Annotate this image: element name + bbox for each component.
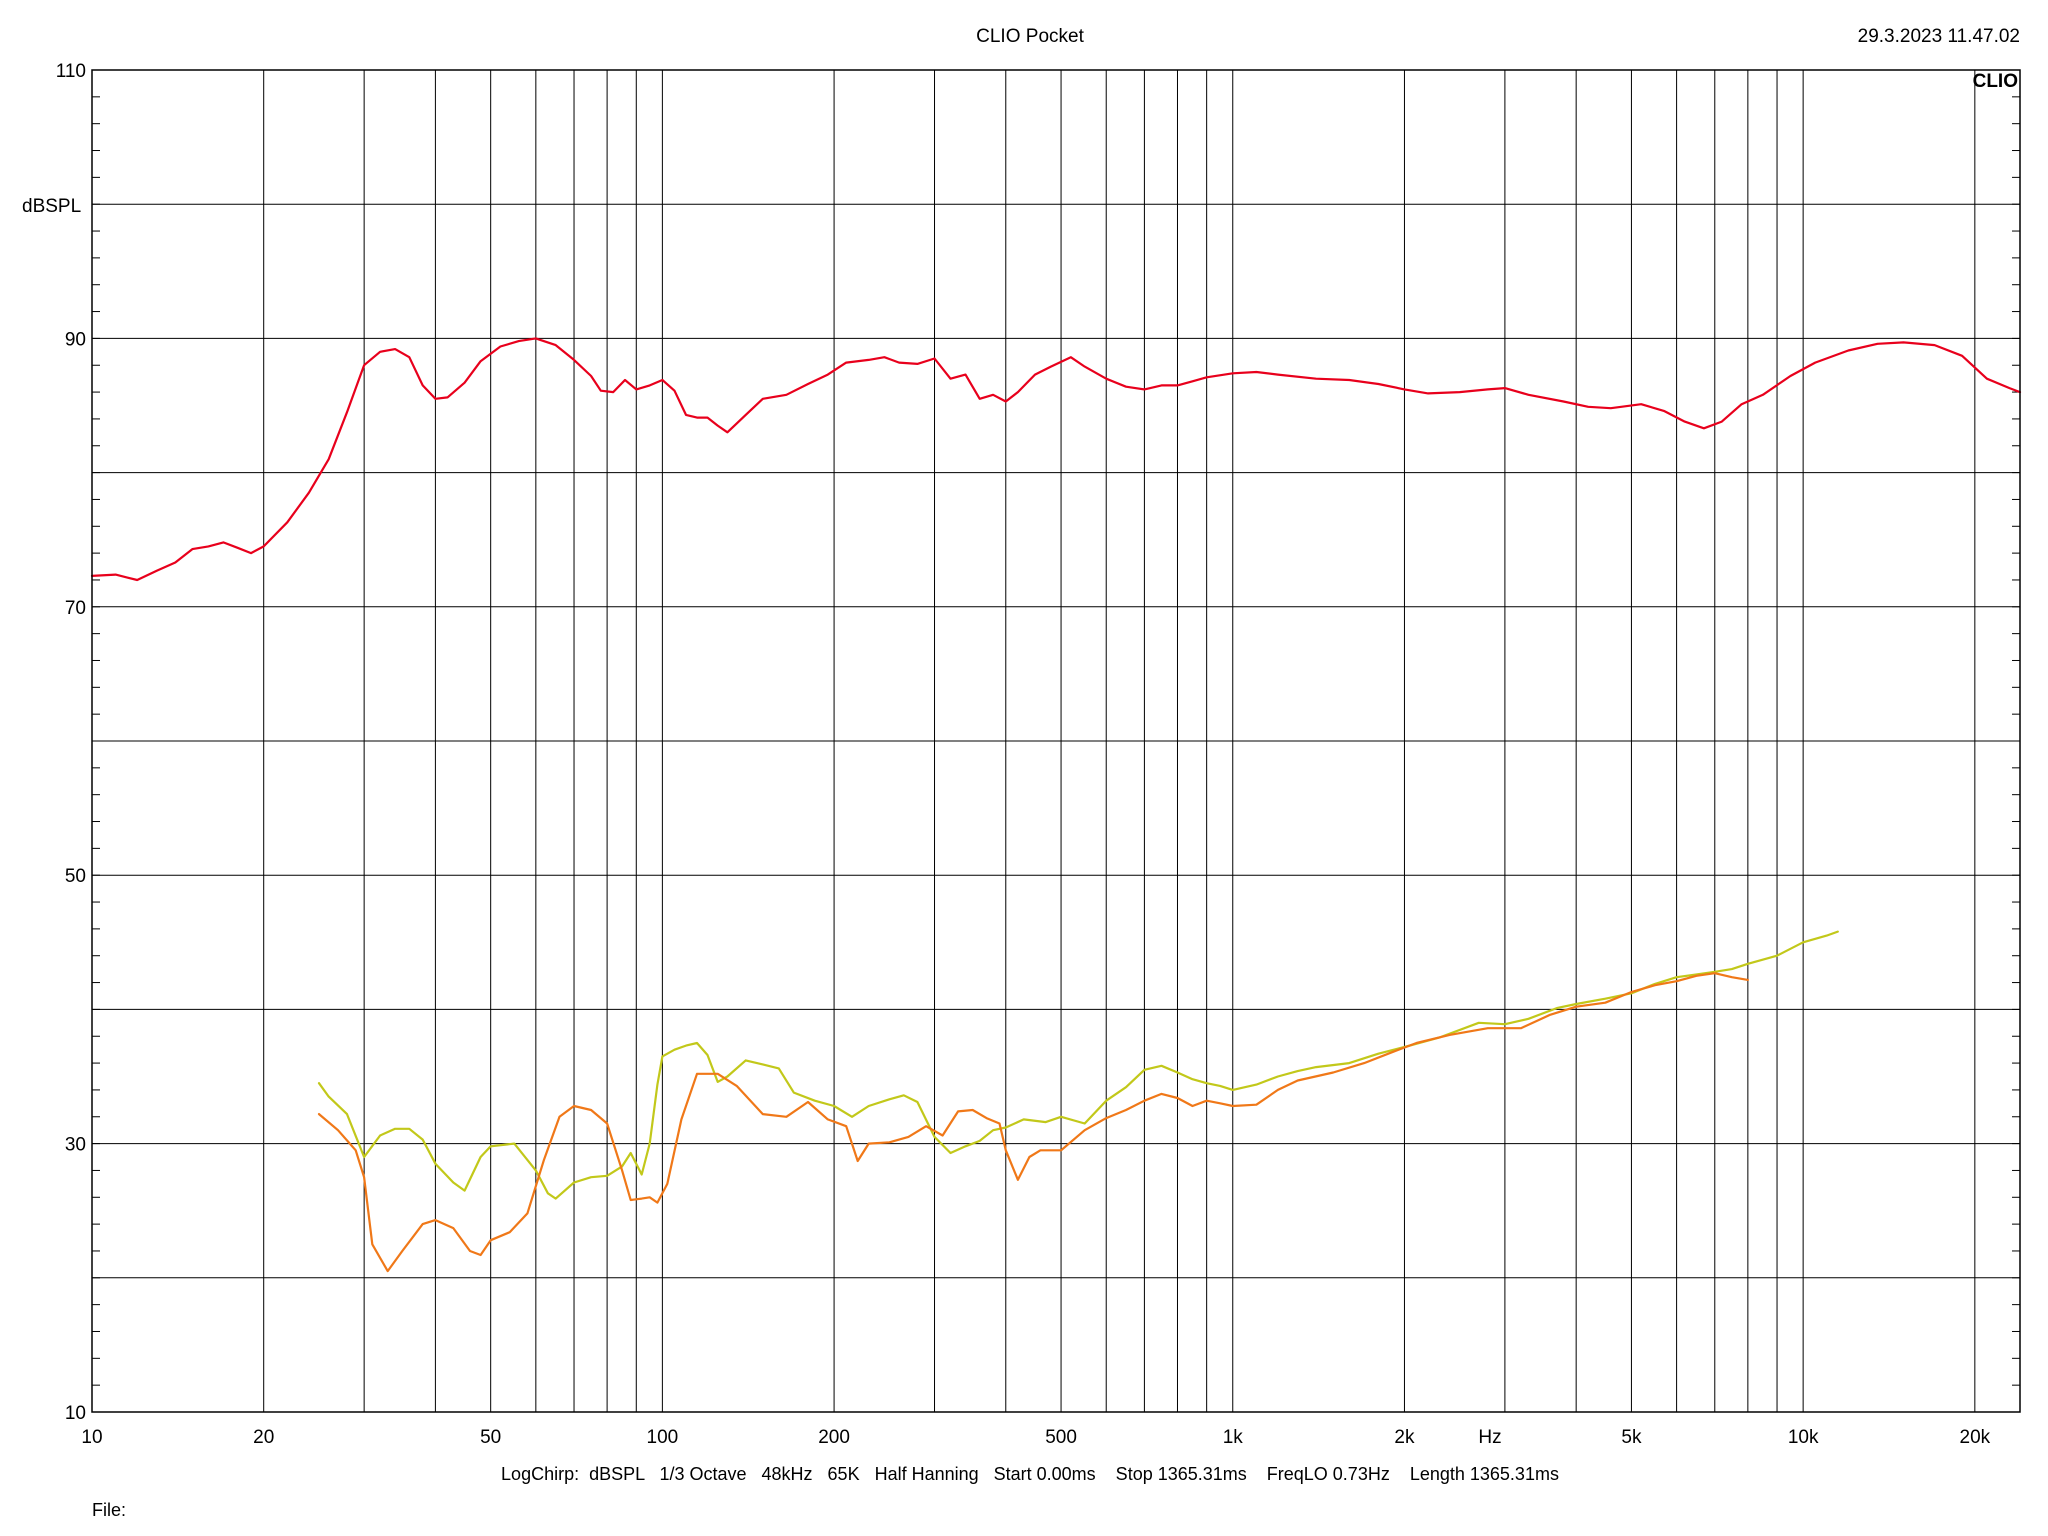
chart-title: CLIO Pocket (976, 26, 1084, 47)
x-tick-label: 20k (1960, 1427, 1991, 1448)
x-axis-label: Hz (1478, 1427, 1501, 1448)
y-tick-label: 90 (65, 329, 86, 350)
x-tick-label: 10 (81, 1427, 102, 1448)
y-tick-labels: 10 30 50 70 90 110 (56, 61, 86, 1424)
series-line-2 (317, 930, 1839, 1200)
plot-frame (91, 69, 2021, 1413)
x-tick-label: 100 (647, 1427, 679, 1448)
x-tick-label: 10k (1788, 1427, 1819, 1448)
x-tick-label: 500 (1045, 1427, 1077, 1448)
x-tick-label: 5k (1621, 1427, 1642, 1448)
y-tick-label: 50 (65, 866, 86, 887)
x-tick-label: 50 (480, 1427, 501, 1448)
y-tick-label: 70 (65, 598, 86, 619)
x-tick-label: 2k (1394, 1427, 1415, 1448)
x-tick-label: 20 (253, 1427, 274, 1448)
data-series (90, 337, 2022, 1273)
y-tick-label: 30 (65, 1135, 86, 1156)
timestamp: 29.3.2023 11.47.02 (1858, 26, 2020, 47)
clio-logo: CLIO (1973, 71, 2018, 92)
file-label: File: (92, 1500, 126, 1520)
measurement-settings: LogChirp: dBSPL 1/3 Octave 48kHz 65K Hal… (501, 1464, 1559, 1484)
y-tick-label: 10 (65, 1403, 86, 1424)
grid-lines (92, 70, 2020, 1412)
x-tick-labels: 10 20 50 100 200 500 1k 2k 5k 10k 20k (81, 1427, 1990, 1448)
x-tick-label: 200 (818, 1427, 850, 1448)
y-tick-label: 110 (56, 61, 86, 82)
series-line-3 (317, 972, 1749, 1273)
series-line-1 (90, 337, 2022, 582)
x-tick-label: 1k (1223, 1427, 1244, 1448)
y-axis-label: dBSPL (22, 196, 81, 217)
